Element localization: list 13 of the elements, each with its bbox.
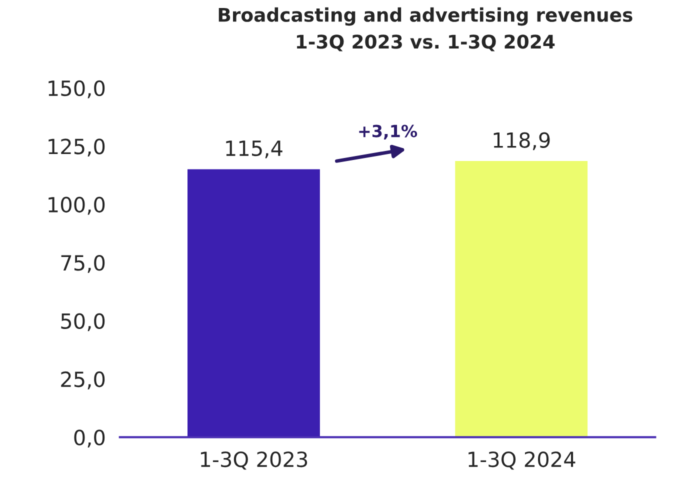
x-tick-label: 1-3Q 2023 bbox=[200, 451, 308, 470]
y-tick-label: 0,0 bbox=[74, 430, 105, 448]
x-tick-label: 1-3Q 2024 bbox=[468, 451, 576, 470]
y-tick-label: 25,0 bbox=[61, 371, 105, 390]
y-tick-label: 50,0 bbox=[61, 313, 105, 332]
chart-title: Broadcasting and advertising revenues 1-3Q 2023 vs. 1-3Q 2024 bbox=[218, 7, 632, 52]
data-label: 115,4 bbox=[226, 140, 282, 158]
data-label: 118,9 bbox=[494, 132, 550, 150]
y-tick-label: 125,0 bbox=[48, 138, 105, 156]
y-tick-label: 75,0 bbox=[61, 255, 105, 273]
y-tick-label: 150,0 bbox=[48, 80, 105, 98]
y-tick-label: 100,0 bbox=[48, 196, 105, 215]
annotation: +3,1% bbox=[359, 124, 418, 140]
